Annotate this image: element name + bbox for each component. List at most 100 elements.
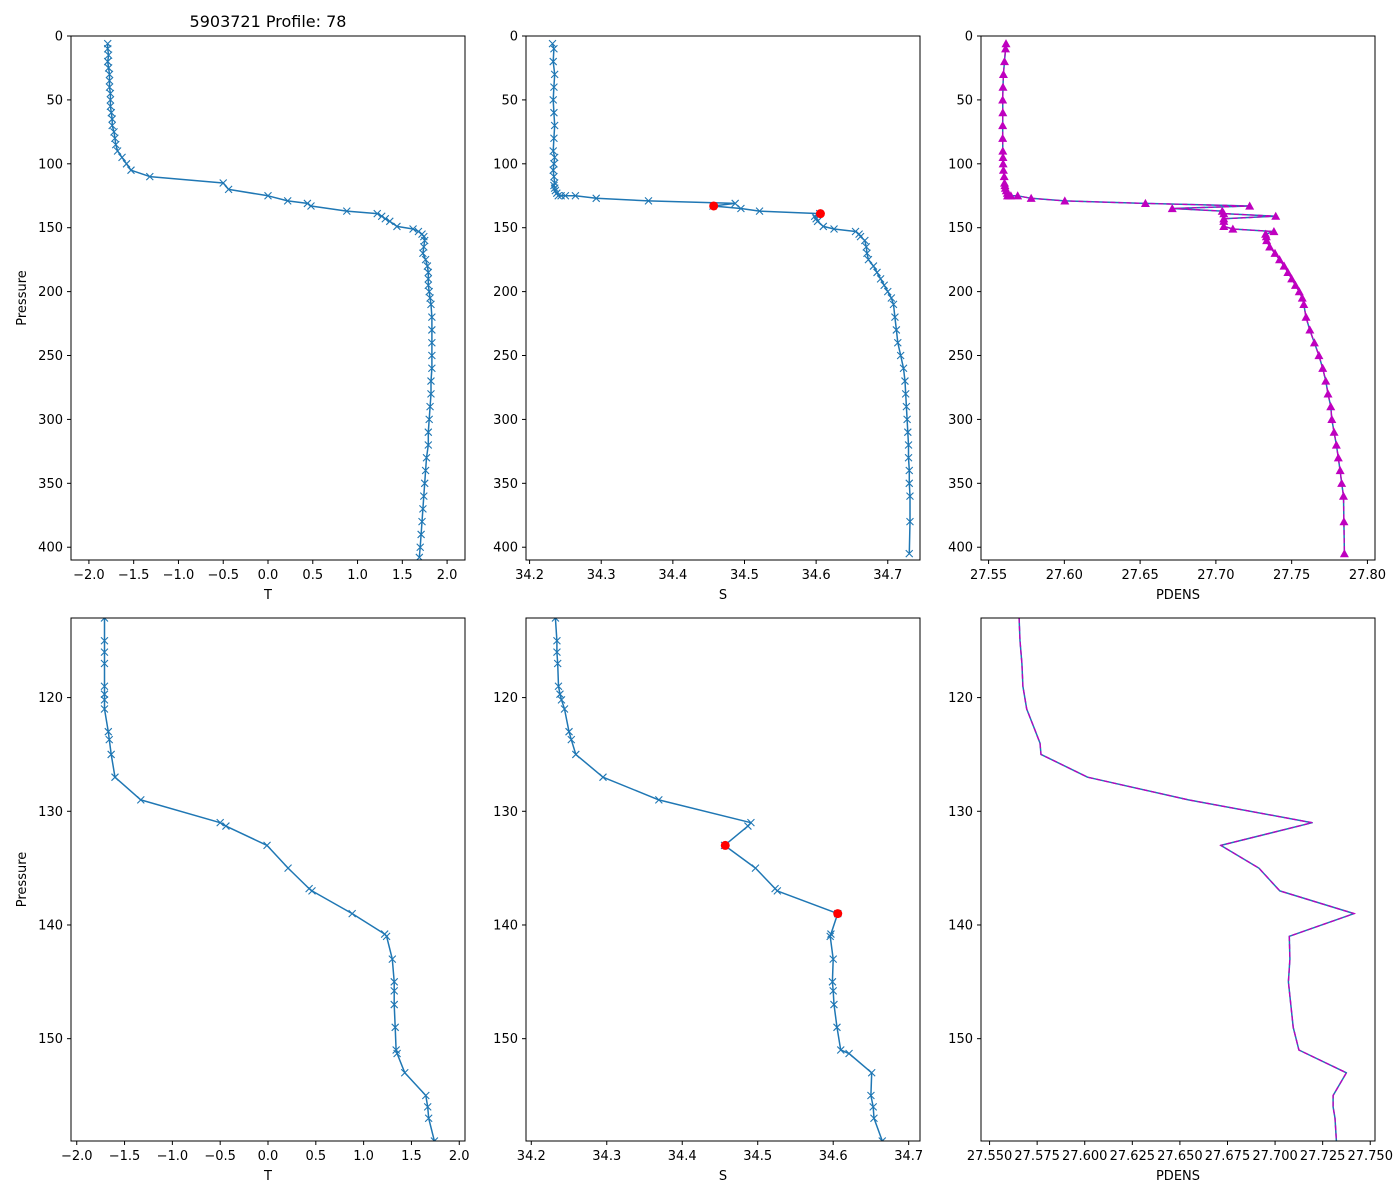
x-tick-label: 34.7 bbox=[894, 1149, 923, 1164]
data-point bbox=[430, 1137, 439, 1141]
data-point bbox=[867, 1091, 875, 1100]
data-point bbox=[1219, 216, 1229, 225]
x-tick-label: −2.0 bbox=[61, 1149, 93, 1164]
series-line bbox=[554, 618, 884, 1141]
data-point bbox=[417, 530, 426, 539]
data-point bbox=[1333, 453, 1343, 462]
data-point bbox=[554, 682, 563, 691]
data-point bbox=[553, 659, 562, 668]
data-point bbox=[561, 191, 570, 200]
x-tick-label: 27.550 bbox=[967, 1149, 1013, 1164]
x-tick-label: −1.5 bbox=[109, 1149, 141, 1164]
data-point bbox=[424, 281, 433, 290]
data-point bbox=[219, 179, 228, 187]
data-layer bbox=[998, 39, 1349, 558]
axes-frame bbox=[980, 617, 1376, 1142]
data-layer bbox=[551, 618, 887, 1141]
data-point bbox=[1301, 312, 1311, 321]
data-point bbox=[264, 191, 272, 200]
x-tick-label: 34.6 bbox=[819, 1149, 848, 1164]
data-point bbox=[105, 76, 114, 85]
data-point bbox=[550, 70, 559, 79]
data-point bbox=[878, 1137, 887, 1141]
data-point bbox=[599, 773, 607, 782]
data-point bbox=[1228, 224, 1238, 233]
data-point bbox=[751, 864, 760, 873]
data-point bbox=[1026, 193, 1036, 202]
data-point bbox=[105, 83, 114, 92]
series-line bbox=[103, 618, 436, 1141]
y-tick-label: 200 bbox=[948, 285, 973, 300]
y-tick-label: 200 bbox=[38, 285, 63, 300]
data-point bbox=[385, 217, 394, 226]
y-axis-label: Pressure bbox=[15, 852, 30, 908]
data-point bbox=[737, 204, 745, 213]
data-point bbox=[1309, 338, 1319, 347]
data-point bbox=[556, 690, 564, 699]
x-tick-label: −1.5 bbox=[118, 568, 150, 583]
data-point bbox=[422, 453, 431, 462]
data-point bbox=[867, 1068, 876, 1077]
data-point bbox=[550, 121, 559, 130]
data-point bbox=[998, 146, 1008, 155]
data-point bbox=[1270, 248, 1280, 257]
x-tick-label: 34.6 bbox=[802, 568, 831, 583]
data-point bbox=[111, 773, 119, 782]
data-point bbox=[373, 209, 382, 218]
data-point bbox=[873, 268, 881, 277]
x-tick-label: 27.725 bbox=[1300, 1149, 1346, 1164]
data-point bbox=[998, 152, 1008, 162]
y-tick-label: 350 bbox=[493, 477, 518, 492]
highlight-point bbox=[833, 909, 843, 919]
data-point bbox=[284, 864, 292, 873]
x-tick-label: 1.0 bbox=[353, 1149, 374, 1164]
x-tick-label: 27.675 bbox=[1205, 1149, 1251, 1164]
data-point bbox=[550, 134, 558, 143]
x-tick-label: 27.650 bbox=[1157, 1149, 1203, 1164]
x-tick-label: 34.3 bbox=[587, 568, 616, 583]
data-point bbox=[893, 338, 902, 347]
data-point bbox=[887, 294, 896, 302]
data-point bbox=[880, 281, 889, 290]
x-tick-label: 27.55 bbox=[970, 568, 1007, 583]
x-tick-label: 34.7 bbox=[873, 568, 902, 583]
data-point bbox=[999, 172, 1009, 181]
data-point bbox=[425, 287, 434, 296]
data-point bbox=[1265, 242, 1275, 251]
data-point bbox=[845, 1049, 853, 1058]
panel-pdens-zoom: 27.550 27.575 27.600 27.625 27.650 27.675 27.7… bbox=[948, 617, 1393, 1184]
data-point bbox=[424, 268, 433, 277]
data-point bbox=[421, 1091, 430, 1100]
y-tick-label: 0 bbox=[510, 30, 518, 45]
x-tick-label: 27.625 bbox=[1110, 1149, 1156, 1164]
data-point bbox=[904, 441, 913, 449]
data-point bbox=[550, 153, 559, 162]
data-point bbox=[998, 82, 1008, 91]
data-point bbox=[864, 255, 873, 264]
data-point bbox=[390, 1000, 399, 1009]
y-tick-label: 250 bbox=[493, 349, 518, 364]
data-point bbox=[1297, 293, 1307, 302]
y-tick-label: 300 bbox=[948, 413, 973, 428]
data-point bbox=[424, 274, 433, 283]
x-axis-label: T bbox=[263, 588, 272, 603]
data-point bbox=[998, 95, 1008, 104]
data-point bbox=[283, 196, 292, 205]
data-point bbox=[553, 636, 561, 645]
data-point bbox=[550, 184, 559, 192]
data-point bbox=[1326, 402, 1336, 411]
data-point bbox=[393, 222, 401, 231]
data-point bbox=[420, 236, 429, 245]
data-point bbox=[1013, 191, 1023, 200]
x-tick-label: 27.600 bbox=[1062, 1149, 1108, 1164]
data-point bbox=[828, 977, 837, 986]
data-point bbox=[377, 212, 386, 221]
data-point bbox=[423, 262, 432, 270]
highlight-point bbox=[709, 201, 719, 211]
data-point bbox=[308, 886, 316, 895]
x-axis-label: S bbox=[719, 588, 727, 603]
y-tick-label: 100 bbox=[948, 157, 973, 172]
data-point bbox=[906, 517, 914, 526]
data-point bbox=[1001, 44, 1011, 53]
y-tick-label: 140 bbox=[493, 918, 518, 933]
